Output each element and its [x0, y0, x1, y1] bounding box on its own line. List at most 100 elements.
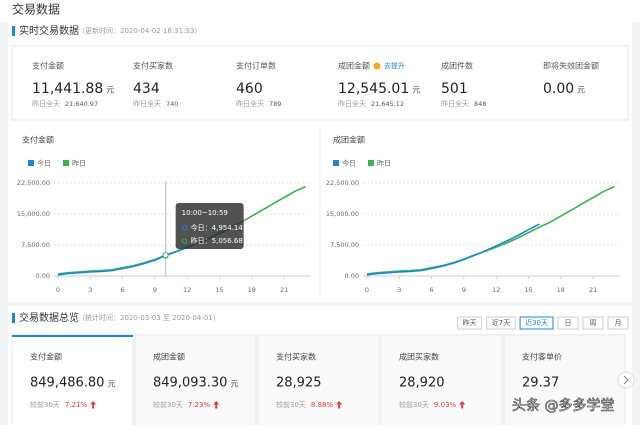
card-value: 849,486.80: [30, 376, 104, 391]
selected-bar: [12, 335, 133, 337]
tooltip-dot: [181, 238, 188, 244]
chart-title: 支付金额: [22, 135, 54, 145]
range-button[interactable]: [519, 316, 554, 330]
metric-unit: 元: [106, 86, 114, 95]
x-tick-label: 15: [215, 286, 223, 294]
range-button[interactable]: [486, 316, 516, 330]
card-label: 支付金额: [30, 352, 62, 362]
compare-label: 较前30天: [30, 400, 60, 409]
range-button[interactable]: [582, 316, 604, 330]
legend-swatch: [368, 160, 374, 166]
overview-card[interactable]: [11, 334, 134, 425]
up-arrow: [336, 401, 343, 409]
metric-unit: 元: [577, 86, 585, 95]
overview-card[interactable]: [134, 334, 257, 425]
card-unit: 元: [230, 380, 238, 389]
card-label: 支付买家数: [276, 352, 316, 362]
top-bar: [0, 0, 640, 22]
x-tick-label: 21: [280, 286, 288, 294]
x-tick-label: 9: [462, 286, 466, 294]
y-tick-label: 0.00: [345, 272, 359, 280]
prev-label: 昨日全天: [236, 99, 264, 108]
prev-value: 21,640.97: [65, 100, 98, 108]
y-tick-label: 15,000.00: [17, 210, 50, 218]
legend-label: 昨日: [72, 159, 86, 168]
change: 7.23%: [188, 401, 211, 409]
legend-swatch: [28, 160, 34, 166]
link[interactable]: 去提升: [384, 61, 405, 70]
range-button[interactable]: [557, 316, 579, 330]
card-label: 支付客单价: [522, 352, 562, 362]
x-tick-label: 12: [492, 286, 500, 294]
metric-label: 支付金额: [32, 61, 64, 71]
prev-label: 昨日全天: [133, 99, 161, 108]
prev-value: 740: [166, 100, 178, 108]
tooltip-dot: [181, 225, 188, 231]
compare-label: 较前30天: [153, 400, 183, 409]
x-tick-label: 0: [365, 286, 369, 294]
metric-label: 支付订单数: [236, 61, 276, 71]
next-button[interactable]: [617, 371, 635, 389]
y-tick-label: 22,500.00: [326, 179, 359, 187]
range-label: 周: [590, 319, 597, 327]
x-tick-label: 12: [183, 286, 191, 294]
card-value: 29.37: [522, 376, 559, 391]
prev-label: 昨日全天: [338, 99, 366, 108]
metric-value: 434: [133, 81, 160, 97]
change: 8.88%: [311, 401, 334, 409]
overview-card[interactable]: [380, 334, 503, 425]
range-label: 近30天: [525, 318, 548, 327]
metric-unit: 元: [412, 86, 420, 95]
change: 7.21%: [65, 401, 88, 409]
up-arrow: [459, 401, 466, 409]
y-tick-label: 15,000.00: [326, 210, 359, 218]
y-tick-label: 7,500.00: [330, 241, 359, 249]
section-marker: [12, 313, 15, 323]
x-tick-label: 21: [589, 286, 597, 294]
range-label: 昨天: [463, 318, 477, 327]
overview-card[interactable]: [503, 334, 626, 425]
x-tick-label: 3: [397, 286, 401, 294]
section-title: 实时交易数据: [19, 24, 79, 37]
metric-label: 成团金额: [338, 61, 370, 71]
x-tick-label: 18: [248, 286, 256, 294]
tooltip-line: 昨日：5,056.68: [191, 236, 243, 245]
metric-value: 12,545.01: [338, 81, 409, 97]
legend-label: 昨日: [377, 159, 391, 168]
range-button[interactable]: [607, 316, 629, 330]
hover-point: [162, 252, 169, 259]
metrics-box: [11, 45, 629, 121]
y-tick-label: 22,500.00: [17, 179, 50, 187]
metric-value: 11,441.88: [32, 81, 103, 97]
legend-swatch: [63, 160, 69, 166]
legend-swatch: [333, 160, 339, 166]
chevron: [623, 375, 629, 385]
y-tick-label: 0.00: [36, 272, 50, 280]
prev-value: 21,645.12: [371, 100, 404, 108]
page-title: 交易数据: [12, 2, 60, 17]
change: 9.03%: [434, 401, 457, 409]
x-tick-label: 3: [88, 286, 92, 294]
compare-label: 较前30天: [399, 400, 429, 409]
card-value: 28,920: [399, 376, 445, 391]
x-tick-label: 15: [524, 286, 532, 294]
range-button[interactable]: [457, 316, 483, 330]
x-tick-label: 0: [56, 286, 60, 294]
info-icon: [373, 62, 381, 70]
tooltip: [175, 203, 244, 249]
x-tick-label: 6: [121, 286, 125, 294]
prev-label: 昨日全天: [32, 99, 60, 108]
prev-value: 789: [269, 100, 281, 108]
tooltip-title: 10:00~10:59: [182, 209, 228, 217]
range-label: 月: [615, 319, 622, 327]
series-line: [366, 223, 540, 276]
card-unit: 元: [107, 380, 115, 389]
y-tick-label: 7,500.00: [21, 241, 50, 249]
section-title: 交易数据总览: [19, 311, 79, 324]
x-tick-label: 9: [153, 286, 157, 294]
chart-title: 成团金额: [333, 135, 365, 145]
compare-label: 较前30天: [276, 400, 306, 409]
overview-card[interactable]: [257, 334, 380, 425]
legend-label: 今日: [342, 159, 356, 168]
